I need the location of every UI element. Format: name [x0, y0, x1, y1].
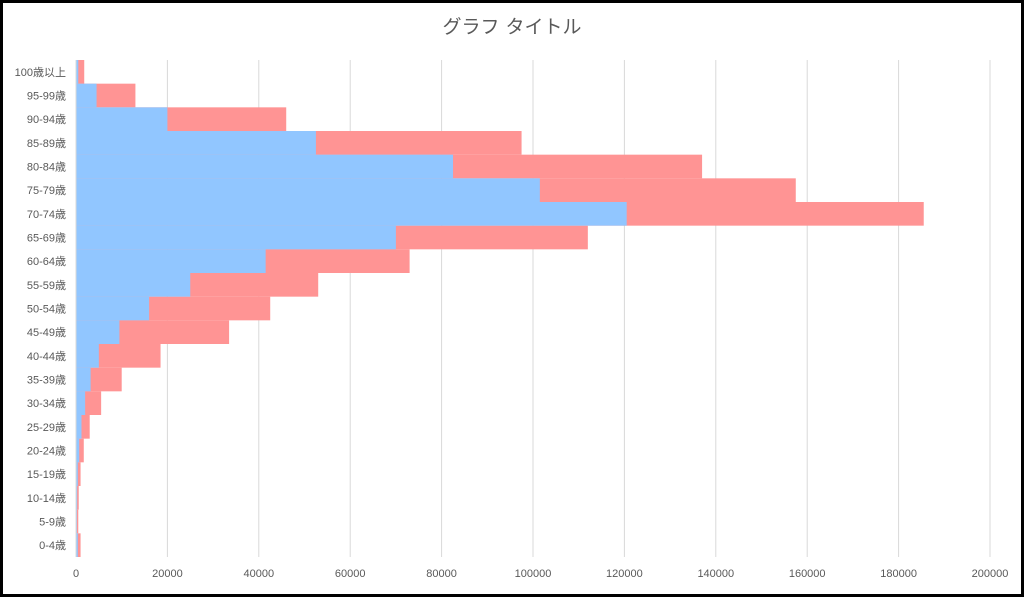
x-tick: 120000	[606, 568, 643, 580]
x-tick: 100000	[515, 568, 552, 580]
bar-series-2	[76, 391, 86, 415]
bar-series-1	[76, 462, 81, 486]
bar-series-2	[76, 83, 97, 108]
bar-series-2	[76, 415, 82, 439]
bar-series-2	[76, 367, 91, 392]
category-label: 0-4歳	[39, 539, 66, 552]
x-tick-label: 100000	[515, 568, 552, 580]
bar-series-2	[76, 344, 99, 368]
x-tick-label: 120000	[606, 568, 643, 580]
x-tick-label: 80000	[426, 568, 457, 580]
x-tick-label: 20000	[152, 568, 183, 580]
bar-series-2	[76, 486, 78, 510]
bar-series-2	[76, 273, 191, 297]
x-tick: 200000	[972, 568, 1009, 580]
category-label: 5-9歳	[39, 516, 66, 529]
x-tick: 40000	[244, 568, 275, 580]
bar-series-2	[76, 438, 80, 463]
category-label: 65-69歳	[27, 232, 66, 245]
bar-series-2	[76, 296, 150, 321]
bar-series-1	[76, 509, 79, 534]
category-label: 60-64歳	[27, 255, 66, 268]
category-label: 50-54歳	[27, 303, 66, 316]
category-label: 25-29歳	[27, 421, 66, 434]
category-label: 45-49歳	[27, 326, 66, 339]
x-tick-label: 140000	[697, 568, 734, 580]
bar-series-2	[76, 178, 540, 202]
bar-series-2	[76, 249, 266, 273]
bar-series-2	[76, 60, 79, 84]
category-label: 40-44歳	[27, 350, 66, 363]
x-tick: 60000	[335, 568, 366, 580]
category-label: 55-59歳	[27, 279, 66, 292]
category-label: 95-99歳	[27, 90, 66, 103]
category-label: 75-79歳	[27, 184, 66, 197]
bar-series-2	[76, 131, 316, 155]
category-label: 70-74歳	[27, 208, 66, 221]
category-label: 90-94歳	[27, 113, 66, 126]
bar-series-2	[76, 225, 396, 250]
bar-series-2	[76, 462, 78, 486]
category-label: 100歳以上	[15, 66, 66, 79]
x-tick-label: 200000	[972, 568, 1009, 580]
bar-series-1	[76, 60, 85, 84]
bar-series-2	[76, 107, 168, 131]
category-label: 30-34歳	[27, 397, 66, 410]
x-tick-label: 60000	[335, 568, 366, 580]
x-tick: 80000	[426, 568, 457, 580]
category-label: 85-89歳	[27, 137, 66, 150]
x-tick: 20000	[152, 568, 183, 580]
x-tick: 180000	[880, 568, 917, 580]
x-tick-label: 40000	[244, 568, 275, 580]
bar-series-1	[76, 533, 81, 557]
x-tick-label: 160000	[789, 568, 826, 580]
x-tick-label: 0	[73, 568, 79, 580]
category-label: 20-24歳	[27, 445, 66, 458]
category-label: 10-14歳	[27, 492, 66, 505]
category-label: 35-39歳	[27, 374, 66, 387]
x-tick: 0	[73, 568, 79, 580]
bar-series-1	[76, 438, 84, 463]
bar-series-2	[76, 154, 454, 179]
x-tick: 140000	[697, 568, 734, 580]
category-label: 80-84歳	[27, 161, 66, 174]
bar-series-1	[76, 486, 79, 510]
bar-series-2	[76, 202, 627, 226]
x-tick-label: 180000	[880, 568, 917, 580]
category-label: 15-19歳	[27, 468, 66, 481]
bar-series-2	[76, 320, 120, 344]
chart-title: グラフ タイトル	[442, 16, 582, 38]
bar-series-2	[76, 533, 78, 557]
x-tick: 160000	[789, 568, 826, 580]
